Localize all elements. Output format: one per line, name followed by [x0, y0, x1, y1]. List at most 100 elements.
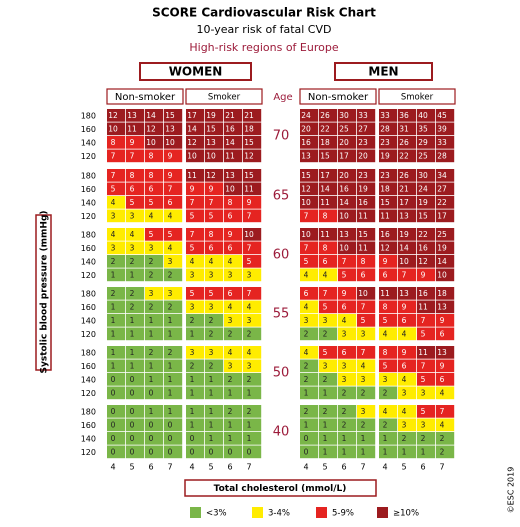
risk-value: 4: [304, 270, 309, 279]
risk-value: 1: [209, 375, 214, 384]
risk-value: 6: [440, 375, 445, 384]
risk-cell: [205, 228, 224, 241]
risk-value: 13: [225, 171, 235, 180]
group-box: [106, 88, 184, 105]
risk-cell: [417, 445, 436, 459]
risk-value: 1: [190, 375, 195, 384]
risk-cell: [145, 359, 164, 373]
risk-value: 2: [130, 257, 135, 266]
risk-cell: [357, 405, 376, 418]
risk-cell: [145, 241, 164, 255]
risk-cell: [338, 432, 357, 445]
risk-value: 9: [209, 184, 214, 193]
risk-value: 6: [323, 257, 328, 266]
risk-value: 6: [168, 198, 173, 207]
risk-value: 1: [190, 388, 195, 397]
risk-value: 7: [111, 151, 116, 160]
risk-cell: [107, 241, 126, 255]
risk-cell: [379, 418, 398, 432]
risk-cell: [107, 196, 126, 209]
risk-value: 9: [402, 302, 407, 311]
risk-value: 16: [358, 198, 368, 207]
risk-value: 5: [168, 230, 173, 239]
risk-cell: [107, 346, 126, 359]
risk-cell: [224, 359, 243, 373]
risk-cell: [338, 268, 357, 282]
risk-value: 6: [402, 316, 407, 325]
risk-value: 2: [168, 270, 173, 279]
risk-cell: [164, 149, 183, 163]
risk-cell: [107, 109, 126, 122]
risk-value: 17: [399, 198, 409, 207]
risk-cell: [300, 287, 319, 300]
risk-value: 9: [247, 198, 252, 207]
risk-cell: [205, 359, 224, 373]
risk-value: 3: [190, 270, 195, 279]
risk-cell: [379, 136, 398, 149]
risk-cell: [126, 169, 145, 182]
risk-cell: [436, 196, 455, 209]
risk-value: 39: [437, 124, 447, 133]
risk-cell: [417, 359, 436, 373]
risk-cell: [164, 287, 183, 300]
risk-value: 9: [440, 316, 445, 325]
risk-cell: [357, 268, 376, 282]
risk-value: 23: [358, 171, 368, 180]
risk-cell: [398, 209, 417, 223]
risk-value: 6: [304, 289, 309, 298]
risk-cell: [107, 228, 126, 241]
risk-cell: [186, 327, 205, 341]
risk-cell: [319, 149, 338, 163]
risk-cell: [300, 255, 319, 268]
risk-value: 0: [168, 420, 173, 429]
risk-value: 2: [168, 348, 173, 357]
risk-value: 6: [228, 289, 233, 298]
risk-cell: [243, 136, 262, 149]
risk-cell: [417, 209, 436, 223]
risk-cell: [145, 287, 164, 300]
risk-cell: [319, 359, 338, 373]
risk-value: 6: [402, 361, 407, 370]
risk-value: 5: [342, 270, 347, 279]
risk-cell: [164, 386, 183, 400]
risk-value: 30: [339, 111, 349, 120]
risk-value: 19: [418, 198, 428, 207]
risk-cell: [398, 268, 417, 282]
risk-cell: [145, 386, 164, 400]
risk-value: 11: [380, 289, 390, 298]
risk-value: 1: [402, 447, 407, 456]
risk-value: 2: [209, 361, 214, 370]
risk-cell: [379, 228, 398, 241]
risk-value: 6: [342, 302, 347, 311]
risk-cell: [398, 327, 417, 341]
risk-value: 2: [247, 375, 252, 384]
risk-cell: [417, 346, 436, 359]
risk-value: 1: [168, 361, 173, 370]
risk-value: 15: [244, 171, 254, 180]
risk-cell: [205, 109, 224, 122]
risk-cell: [398, 418, 417, 432]
risk-value: 2: [342, 407, 347, 416]
risk-value: 7: [421, 361, 426, 370]
cholesterol-label: 7: [439, 463, 444, 472]
risk-cell: [107, 418, 126, 432]
risk-value: 1: [323, 388, 328, 397]
risk-value: 11: [358, 211, 368, 220]
risk-cell: [243, 255, 262, 268]
risk-cell: [243, 373, 262, 386]
risk-cell: [205, 122, 224, 136]
risk-value: 0: [168, 434, 173, 443]
risk-cell: [417, 196, 436, 209]
risk-value: 6: [342, 348, 347, 357]
risk-cell: [357, 418, 376, 432]
risk-cell: [379, 405, 398, 418]
risk-cell: [145, 405, 164, 418]
risk-cell: [205, 346, 224, 359]
risk-value: 1: [149, 316, 154, 325]
risk-cell: [107, 149, 126, 163]
risk-value: 36: [399, 111, 409, 120]
risk-value: 1: [190, 420, 195, 429]
risk-value: 1: [130, 316, 135, 325]
risk-cell: [145, 209, 164, 223]
cholesterol-label: 4: [110, 463, 115, 472]
